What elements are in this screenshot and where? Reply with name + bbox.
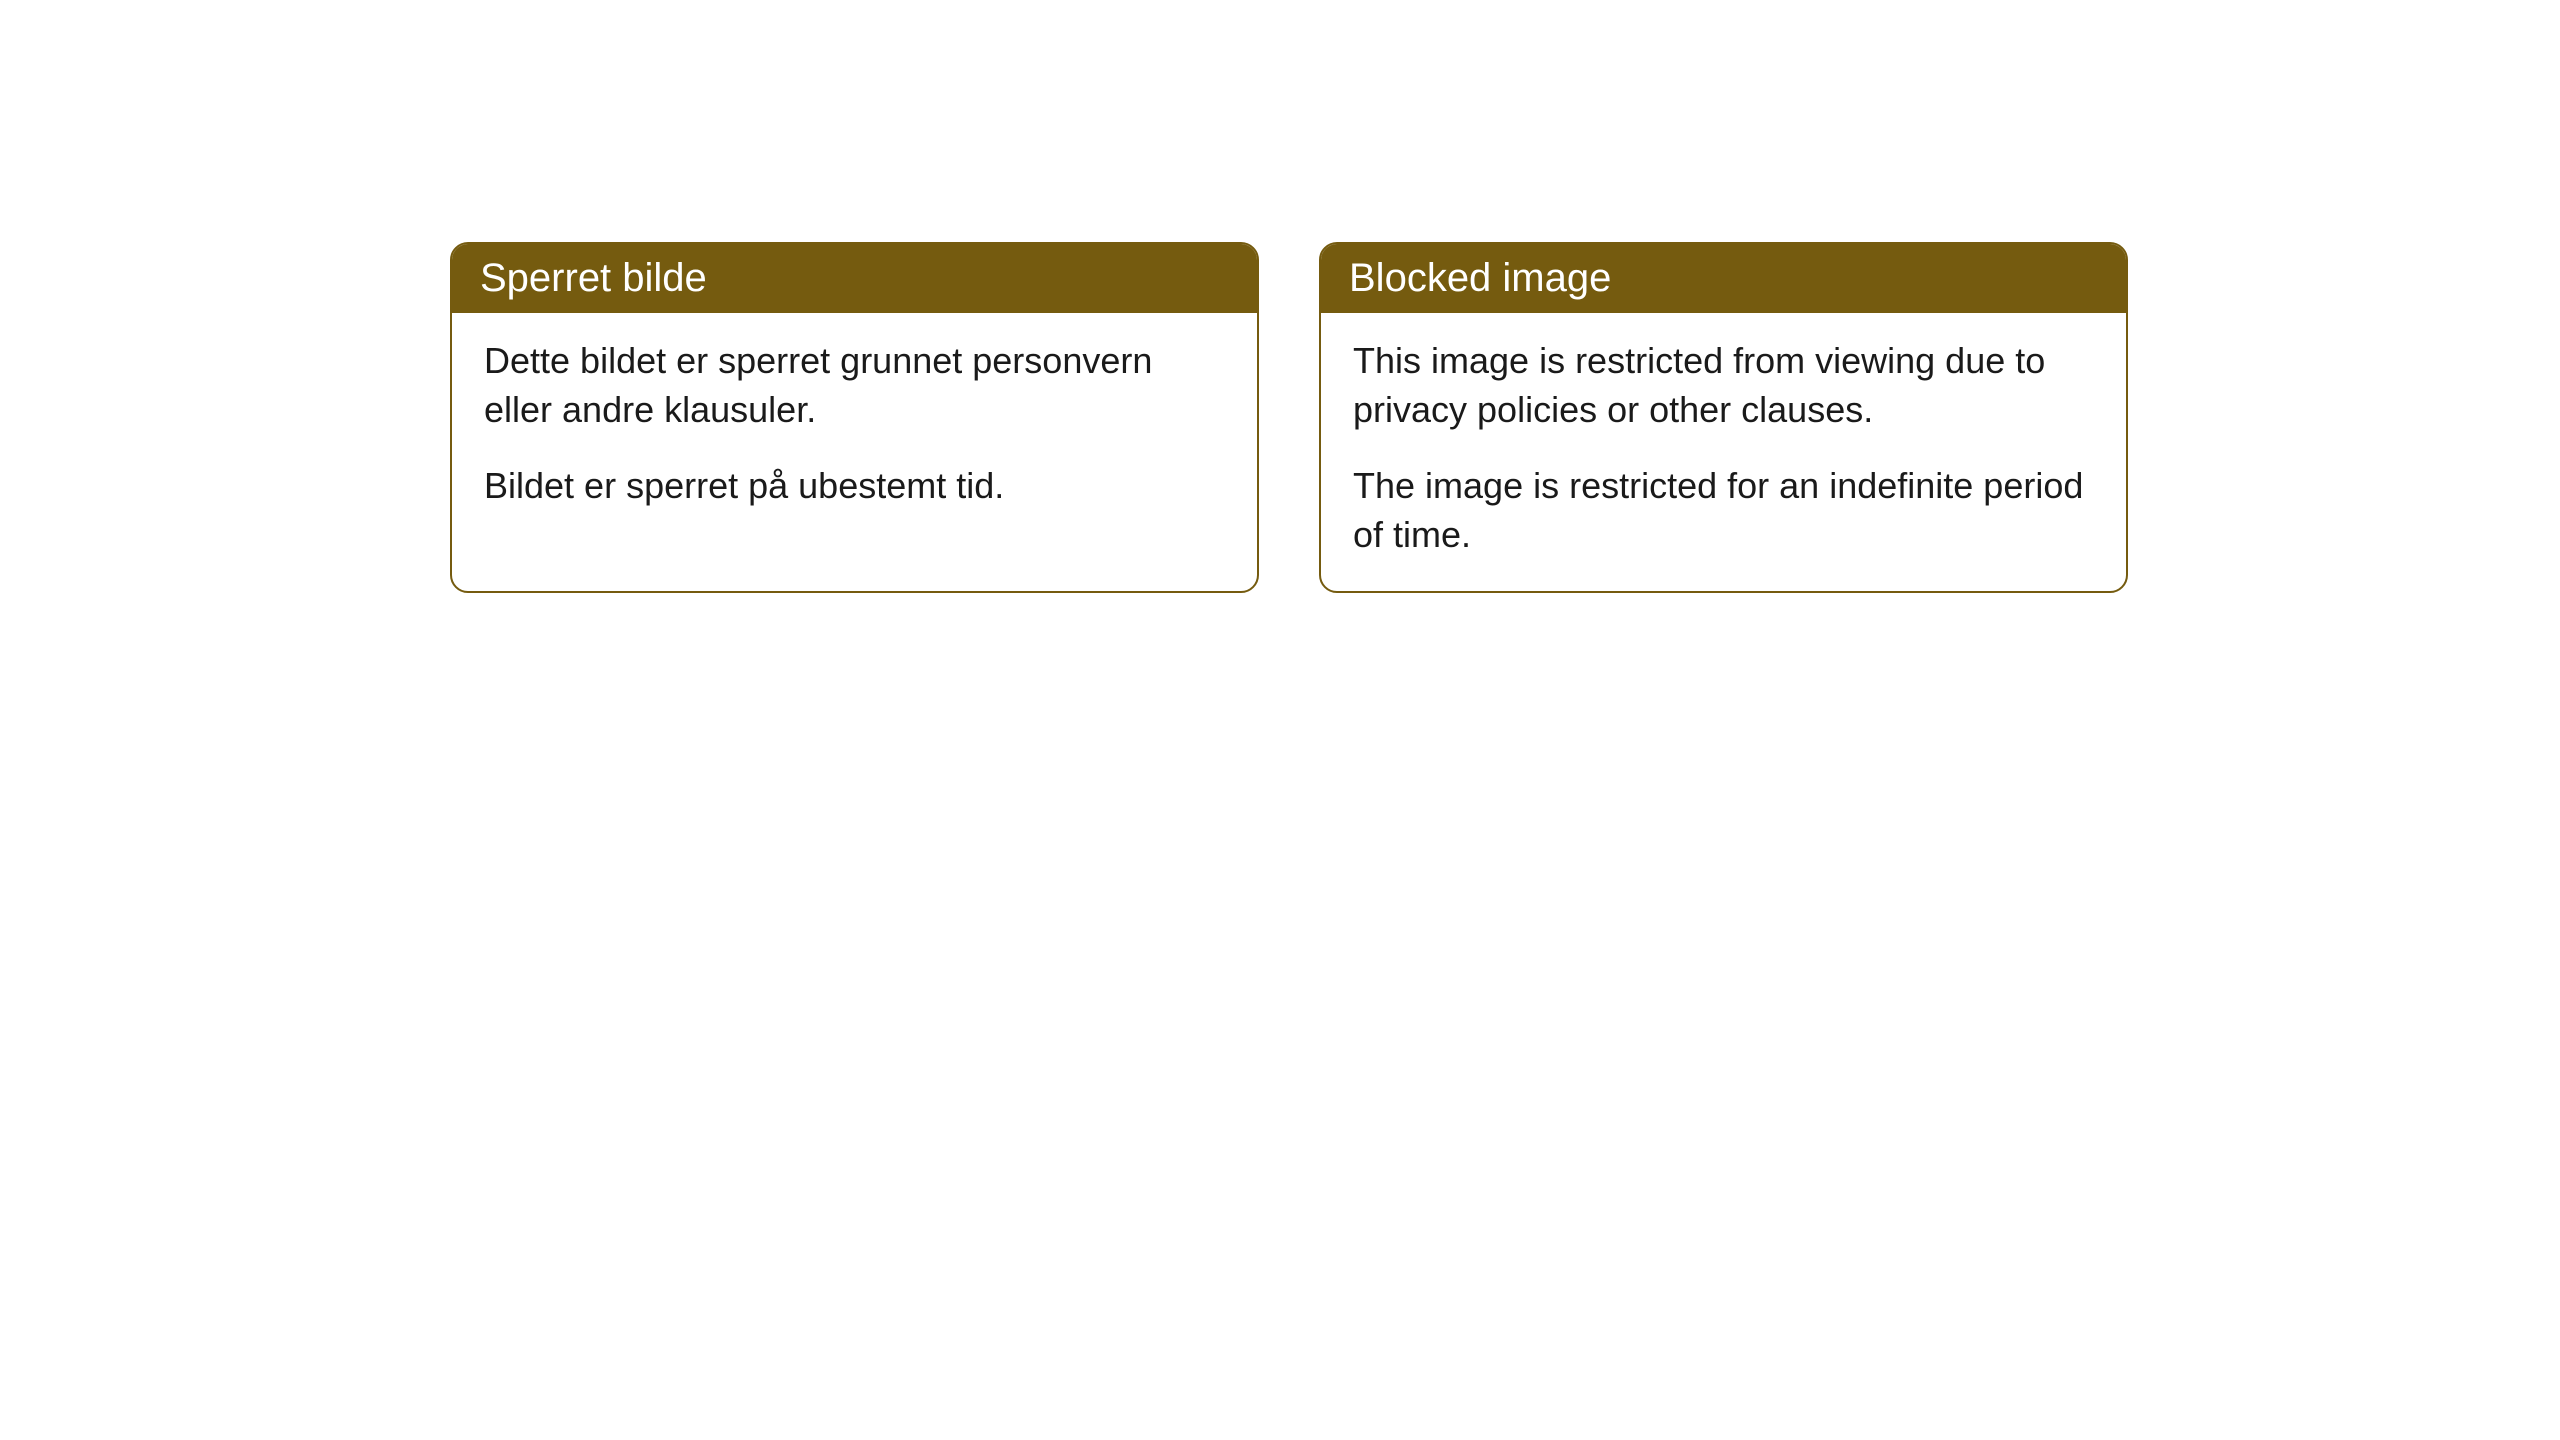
notice-card-norwegian: Sperret bilde Dette bildet er sperret gr…	[450, 242, 1259, 593]
card-header: Sperret bilde	[452, 244, 1257, 313]
notice-paragraph: The image is restricted for an indefinit…	[1353, 462, 2094, 559]
card-body: This image is restricted from viewing du…	[1321, 313, 2126, 591]
notice-cards-container: Sperret bilde Dette bildet er sperret gr…	[450, 242, 2560, 593]
notice-paragraph: Dette bildet er sperret grunnet personve…	[484, 337, 1225, 434]
notice-paragraph: Bildet er sperret på ubestemt tid.	[484, 462, 1225, 511]
card-body: Dette bildet er sperret grunnet personve…	[452, 313, 1257, 543]
notice-card-english: Blocked image This image is restricted f…	[1319, 242, 2128, 593]
notice-paragraph: This image is restricted from viewing du…	[1353, 337, 2094, 434]
card-header: Blocked image	[1321, 244, 2126, 313]
